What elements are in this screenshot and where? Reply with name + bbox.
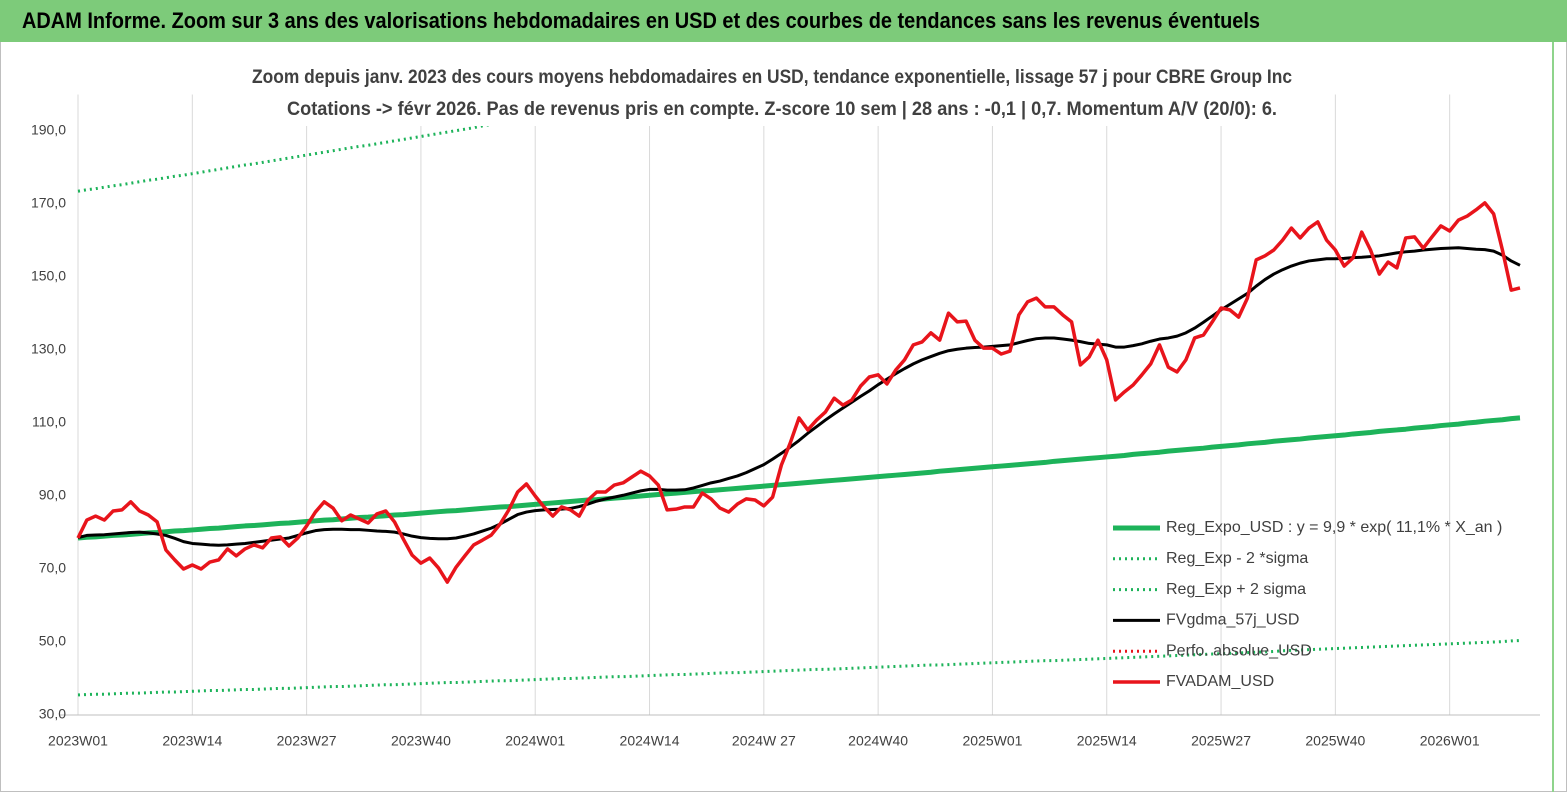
x-tick-label: 2023W27 — [277, 733, 337, 749]
y-tick-label: 30,0 — [39, 706, 66, 722]
chart-title: ADAM Informe. Zoom sur 3 ans des valoris… — [22, 8, 1260, 33]
series-line — [77, 246, 1521, 547]
x-tick-label: 2023W01 — [48, 733, 108, 749]
grid — [72, 94, 1451, 716]
series-line — [76, 201, 1521, 584]
x-tick-label: 2024W40 — [848, 733, 908, 749]
x-tick-label: 2023W40 — [391, 733, 451, 749]
y-tick-label: 130,0 — [31, 341, 66, 357]
y-tick-label: 90,0 — [39, 487, 66, 503]
x-tick-label: 2024W 27 — [732, 733, 796, 749]
x-tick-label: 2025W14 — [1077, 733, 1137, 749]
legend-label: Reg_Exp - 2 *sigma — [1166, 550, 1308, 567]
plot-area — [76, 94, 1521, 697]
subtitle-box — [255, 60, 1305, 126]
y-tick-label: 110,0 — [32, 414, 66, 430]
x-tick-label: 2025W27 — [1191, 733, 1251, 749]
series-line — [77, 639, 1521, 697]
subtitle: Cotations -> févr 2026. Pas de revenus p… — [287, 99, 1277, 120]
legend-label: Perfo. absolue_USD — [1166, 642, 1312, 659]
x-tick-label: 2023W14 — [162, 733, 222, 749]
legend-label: Reg_Expo_USD : y = 9,9 * exp( 11,1% * X_… — [1166, 519, 1502, 536]
y-tick-label: 190,0 — [31, 122, 66, 138]
legend-label: Reg_Exp + 2 sigma — [1166, 581, 1306, 598]
x-tick-label: 2026W01 — [1420, 733, 1480, 749]
legend-label: FVgdma_57j_USD — [1166, 612, 1299, 629]
series-line — [77, 415, 1521, 541]
legend-label: FVADAM_USD — [1166, 673, 1274, 690]
legend: Reg_Expo_USD : y = 9,9 * exp( 11,1% * X_… — [1113, 519, 1502, 690]
y-tick-label: 170,0 — [31, 195, 66, 211]
y-tick-label: 70,0 — [39, 560, 66, 576]
y-tick-label: 150,0 — [31, 268, 66, 284]
x-tick-label: 2024W01 — [505, 733, 565, 749]
x-tick-label: 2024W14 — [620, 733, 680, 749]
y-tick-label: 50,0 — [39, 633, 66, 649]
header-band — [0, 0, 1567, 42]
x-tick-label: 2025W40 — [1305, 733, 1365, 749]
x-tick-label: 2025W01 — [962, 733, 1022, 749]
subtitle: Zoom depuis janv. 2023 des cours moyens … — [252, 67, 1292, 88]
